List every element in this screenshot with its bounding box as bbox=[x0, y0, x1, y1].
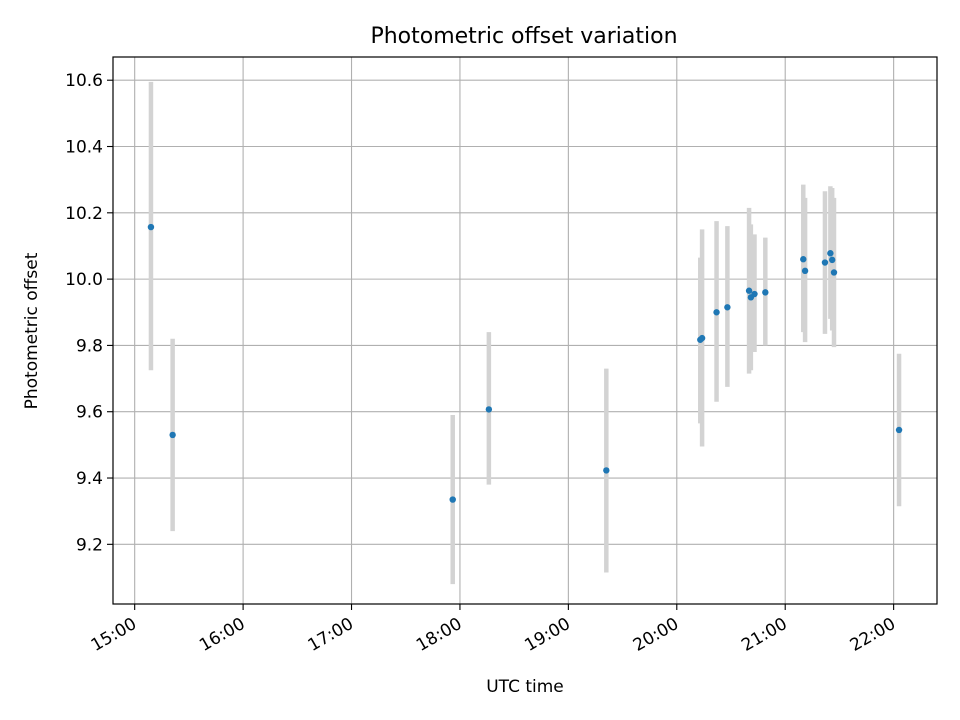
y-tick-label: 10.6 bbox=[65, 71, 103, 91]
data-point bbox=[801, 267, 809, 275]
data-point bbox=[751, 290, 758, 298]
data-point bbox=[828, 256, 836, 264]
x-axis-label: UTC time bbox=[486, 677, 564, 697]
data-point bbox=[169, 431, 176, 439]
y-axis-ticks: 9.2 9.4 9.6 9.8 10.0 10.2 10.4 10.6 bbox=[65, 71, 113, 555]
data-point bbox=[698, 334, 706, 342]
y-tick-label: 10.2 bbox=[65, 204, 103, 224]
y-tick-label: 10.4 bbox=[65, 138, 103, 158]
chart-title: Photometric offset variation bbox=[370, 24, 677, 49]
y-tick-label: 9.4 bbox=[76, 469, 103, 489]
point-layer bbox=[147, 223, 903, 503]
data-point bbox=[762, 289, 769, 296]
y-tick-label: 10.0 bbox=[65, 270, 103, 290]
data-point bbox=[603, 467, 610, 474]
data-point bbox=[485, 406, 493, 413]
y-tick-label: 9.8 bbox=[76, 336, 103, 356]
data-point bbox=[827, 250, 834, 257]
data-point bbox=[830, 269, 838, 276]
data-point bbox=[449, 496, 456, 503]
data-point bbox=[713, 309, 720, 316]
data-point bbox=[745, 287, 753, 294]
y-tick-label: 9.2 bbox=[76, 535, 103, 555]
data-point bbox=[800, 256, 807, 263]
y-tick-label: 9.6 bbox=[76, 403, 103, 423]
grid-layer bbox=[113, 57, 937, 604]
data-point bbox=[821, 259, 829, 266]
y-axis-label: Photometric offset bbox=[22, 252, 42, 409]
data-point bbox=[147, 223, 155, 231]
plot-frame bbox=[112, 56, 938, 605]
data-point bbox=[724, 304, 731, 311]
data-point bbox=[895, 426, 903, 434]
